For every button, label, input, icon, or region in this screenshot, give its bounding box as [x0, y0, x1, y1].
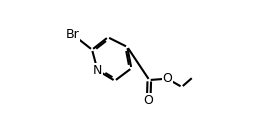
Text: O: O	[144, 94, 154, 107]
Text: N: N	[93, 64, 102, 77]
Text: O: O	[162, 72, 172, 85]
Text: Br: Br	[66, 28, 80, 41]
